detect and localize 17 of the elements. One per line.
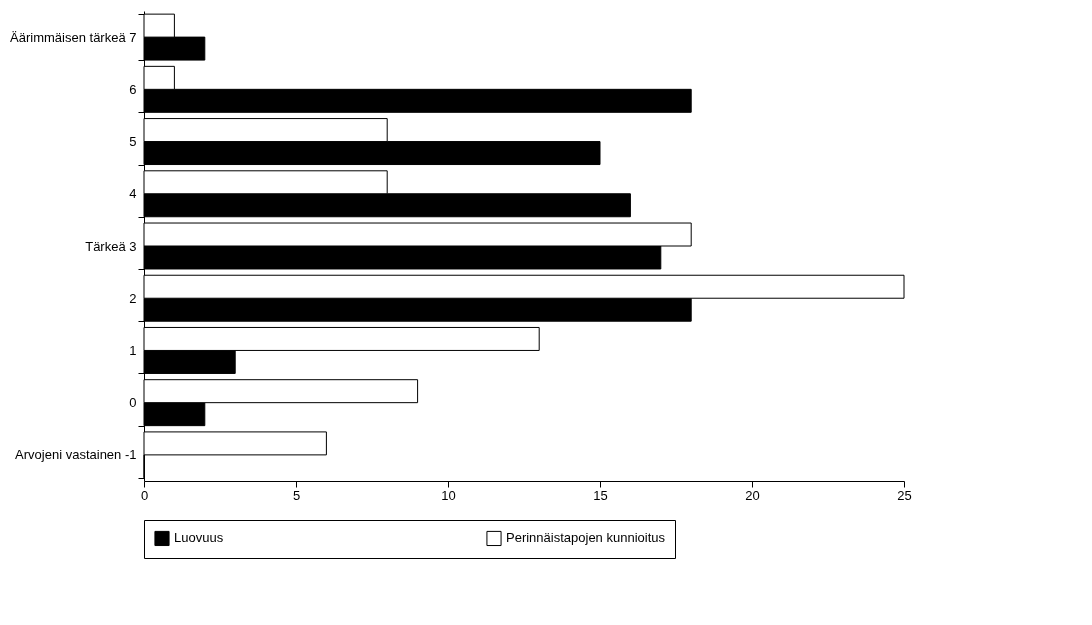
x-tick-label: 15 <box>593 487 608 503</box>
legend-label: Perinnäistapojen kunnioitus <box>506 530 666 546</box>
x-tick-label: 10 <box>441 487 456 503</box>
y-tick-label: 6 <box>129 81 137 97</box>
y-tick-label: Arvojeni vastainen -1 <box>15 447 137 463</box>
y-tick-label: 5 <box>129 134 137 150</box>
y-tick-label: Äärimmäisen tärkeä 7 <box>10 29 137 45</box>
x-tick-label: 20 <box>745 487 760 503</box>
x-tick-label: 0 <box>140 487 149 503</box>
legend-label: Luovuus <box>174 530 224 546</box>
y-tick-label: 4 <box>129 186 137 202</box>
x-tick-label: 5 <box>292 487 301 503</box>
x-tick-label: 25 <box>897 487 912 503</box>
y-tick-label: 0 <box>129 395 137 411</box>
y-tick-label: 2 <box>129 290 137 306</box>
y-tick-label: Tärkeä 3 <box>85 238 137 254</box>
y-tick-label: 1 <box>129 342 137 358</box>
